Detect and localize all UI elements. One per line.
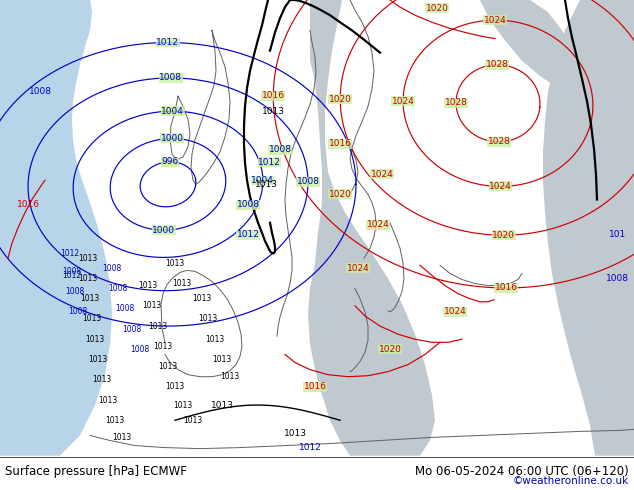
Text: 1012: 1012 [156, 38, 179, 47]
Text: 1016: 1016 [16, 200, 39, 209]
Text: 1013: 1013 [81, 294, 100, 303]
Text: 1013: 1013 [105, 416, 125, 425]
Text: 1004: 1004 [161, 107, 184, 116]
Polygon shape [480, 0, 580, 93]
Text: 1013: 1013 [262, 107, 285, 116]
Text: 1012: 1012 [62, 271, 82, 280]
Text: 1020: 1020 [378, 345, 401, 354]
Text: 1008: 1008 [108, 284, 127, 293]
Text: 1008: 1008 [605, 274, 628, 283]
Text: 1013: 1013 [210, 400, 233, 410]
Text: 1013: 1013 [165, 382, 184, 392]
Text: 1013: 1013 [82, 315, 101, 323]
Text: Surface pressure [hPa] ECMWF: Surface pressure [hPa] ECMWF [5, 465, 187, 478]
Text: 1013: 1013 [86, 335, 105, 344]
Text: 1013: 1013 [255, 180, 278, 189]
Text: 1013: 1013 [93, 375, 112, 384]
Text: 1013: 1013 [98, 395, 118, 405]
Text: 1008: 1008 [131, 345, 150, 354]
Text: 1012: 1012 [60, 248, 79, 258]
Text: 1012: 1012 [236, 230, 259, 240]
Text: 1008: 1008 [29, 87, 51, 96]
Text: 1020: 1020 [329, 95, 352, 104]
Text: 1013: 1013 [173, 400, 193, 410]
Text: 1013: 1013 [88, 355, 108, 364]
Text: 1020: 1020 [328, 190, 351, 199]
Text: 996: 996 [162, 157, 179, 166]
Text: 1024: 1024 [347, 264, 370, 273]
Text: 1016: 1016 [304, 382, 327, 392]
Text: 1028: 1028 [444, 98, 467, 107]
Text: 1004: 1004 [252, 176, 275, 185]
Polygon shape [0, 0, 112, 456]
Text: 1013: 1013 [158, 362, 178, 371]
Text: 1013: 1013 [143, 301, 162, 310]
Text: 1008: 1008 [115, 304, 134, 314]
Text: Mo 06-05-2024 06:00 UTC (06+120): Mo 06-05-2024 06:00 UTC (06+120) [415, 465, 629, 478]
Text: 1000: 1000 [160, 134, 184, 143]
Text: 1012: 1012 [299, 443, 321, 452]
Text: 1016: 1016 [328, 139, 351, 148]
Text: 1013: 1013 [221, 372, 240, 381]
Text: 1016: 1016 [262, 91, 285, 100]
Text: 1024: 1024 [444, 307, 467, 317]
Text: 1008: 1008 [62, 267, 82, 276]
Text: 1016: 1016 [495, 284, 518, 293]
Text: 1008: 1008 [65, 287, 84, 296]
Text: 1013: 1013 [192, 294, 212, 303]
Text: 1028: 1028 [488, 137, 510, 147]
Text: 1013: 1013 [79, 254, 98, 263]
Text: 1020: 1020 [492, 231, 515, 240]
Text: 1013: 1013 [212, 355, 231, 364]
Text: 1013: 1013 [172, 279, 191, 288]
Text: 1013: 1013 [138, 281, 158, 290]
Text: 1008: 1008 [269, 146, 292, 154]
Text: ©weatheronline.co.uk: ©weatheronline.co.uk [513, 476, 629, 486]
Text: 1012: 1012 [258, 157, 281, 167]
Text: 1024: 1024 [489, 182, 512, 191]
Text: 1024: 1024 [392, 97, 415, 106]
Text: 1013: 1013 [183, 416, 203, 425]
Text: 1008: 1008 [122, 324, 141, 334]
Text: 1013: 1013 [283, 429, 306, 438]
Text: 1008: 1008 [159, 74, 182, 82]
Text: 1028: 1028 [486, 60, 508, 69]
Polygon shape [543, 0, 634, 456]
Text: 101: 101 [609, 230, 626, 240]
Text: 1008: 1008 [236, 200, 259, 209]
Text: 1013: 1013 [205, 335, 224, 344]
Text: 1000: 1000 [152, 226, 175, 235]
Text: 1024: 1024 [484, 16, 507, 24]
Text: 1013: 1013 [153, 342, 172, 351]
Text: 1013: 1013 [148, 321, 167, 331]
Text: 1013: 1013 [198, 315, 217, 323]
Polygon shape [308, 0, 435, 456]
Text: 1020: 1020 [425, 3, 448, 13]
Text: 1024: 1024 [366, 220, 389, 229]
Text: 1008: 1008 [102, 264, 122, 273]
Text: 1013: 1013 [165, 259, 184, 268]
Text: 1013: 1013 [79, 274, 98, 283]
Text: 1008: 1008 [68, 307, 87, 317]
Text: 1013: 1013 [112, 433, 132, 442]
Text: 1024: 1024 [371, 170, 393, 179]
Text: 1008: 1008 [297, 177, 320, 186]
